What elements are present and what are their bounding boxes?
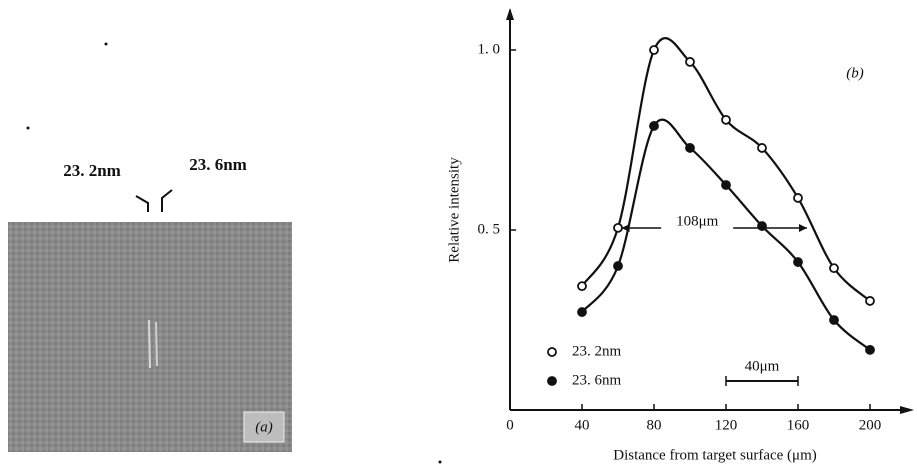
marker (757, 143, 767, 153)
arrow-head (621, 224, 630, 232)
width-label: 108μm (676, 213, 719, 229)
x-tick-label: 0 (506, 417, 514, 433)
legend-marker (547, 376, 557, 386)
marker (649, 45, 659, 55)
marker (865, 344, 875, 355)
marker (793, 193, 803, 203)
line-label: 23. 2nm (63, 161, 121, 180)
x-tick-label: 40 (575, 417, 590, 433)
marker (685, 56, 695, 67)
marker (649, 121, 659, 131)
bracket (135, 195, 149, 212)
marker (577, 307, 587, 317)
marker (721, 180, 731, 190)
curve (581, 118, 871, 351)
panel-label: (a) (255, 419, 273, 435)
marker (613, 222, 623, 233)
spectral-line (155, 321, 158, 367)
x-tick-label: 160 (787, 417, 810, 433)
bracket (161, 189, 173, 212)
marker (577, 281, 587, 292)
curve (581, 37, 871, 302)
panel-a: (a) 23. 2nm 23. 6nm (8, 42, 442, 464)
marker (685, 143, 695, 153)
scale-label: 40μm (745, 358, 780, 374)
x-tick-label: 80 (647, 417, 662, 433)
x-tick-label: 200 (859, 417, 882, 433)
y-tick-label: 1. 0 (478, 41, 501, 57)
line-label: 23. 6nm (189, 155, 247, 174)
x-tick-label: 120 (715, 417, 738, 433)
marker (793, 257, 803, 267)
speck (104, 42, 108, 46)
marker (865, 296, 875, 306)
marker (829, 263, 839, 274)
x-axis-label: Distance from target surface (μm) (613, 447, 817, 463)
marker (829, 315, 839, 325)
spectral-line (148, 319, 151, 369)
y-axis-label: Relative intensity (446, 157, 462, 263)
arrow-head (799, 224, 807, 232)
marker (721, 114, 731, 125)
y-axis-arrow (506, 8, 514, 20)
marker (613, 261, 623, 271)
speck (26, 126, 30, 130)
marker (757, 221, 767, 231)
legend-marker (547, 347, 557, 357)
panel-label: (b) (846, 65, 864, 81)
x-axis-arrow (900, 406, 914, 414)
y-tick-label: 0. 5 (478, 221, 501, 237)
label-box (243, 411, 285, 443)
legend-label: 23. 2nm (572, 343, 622, 359)
speck (438, 460, 442, 464)
legend-label: 23. 6nm (572, 372, 622, 388)
